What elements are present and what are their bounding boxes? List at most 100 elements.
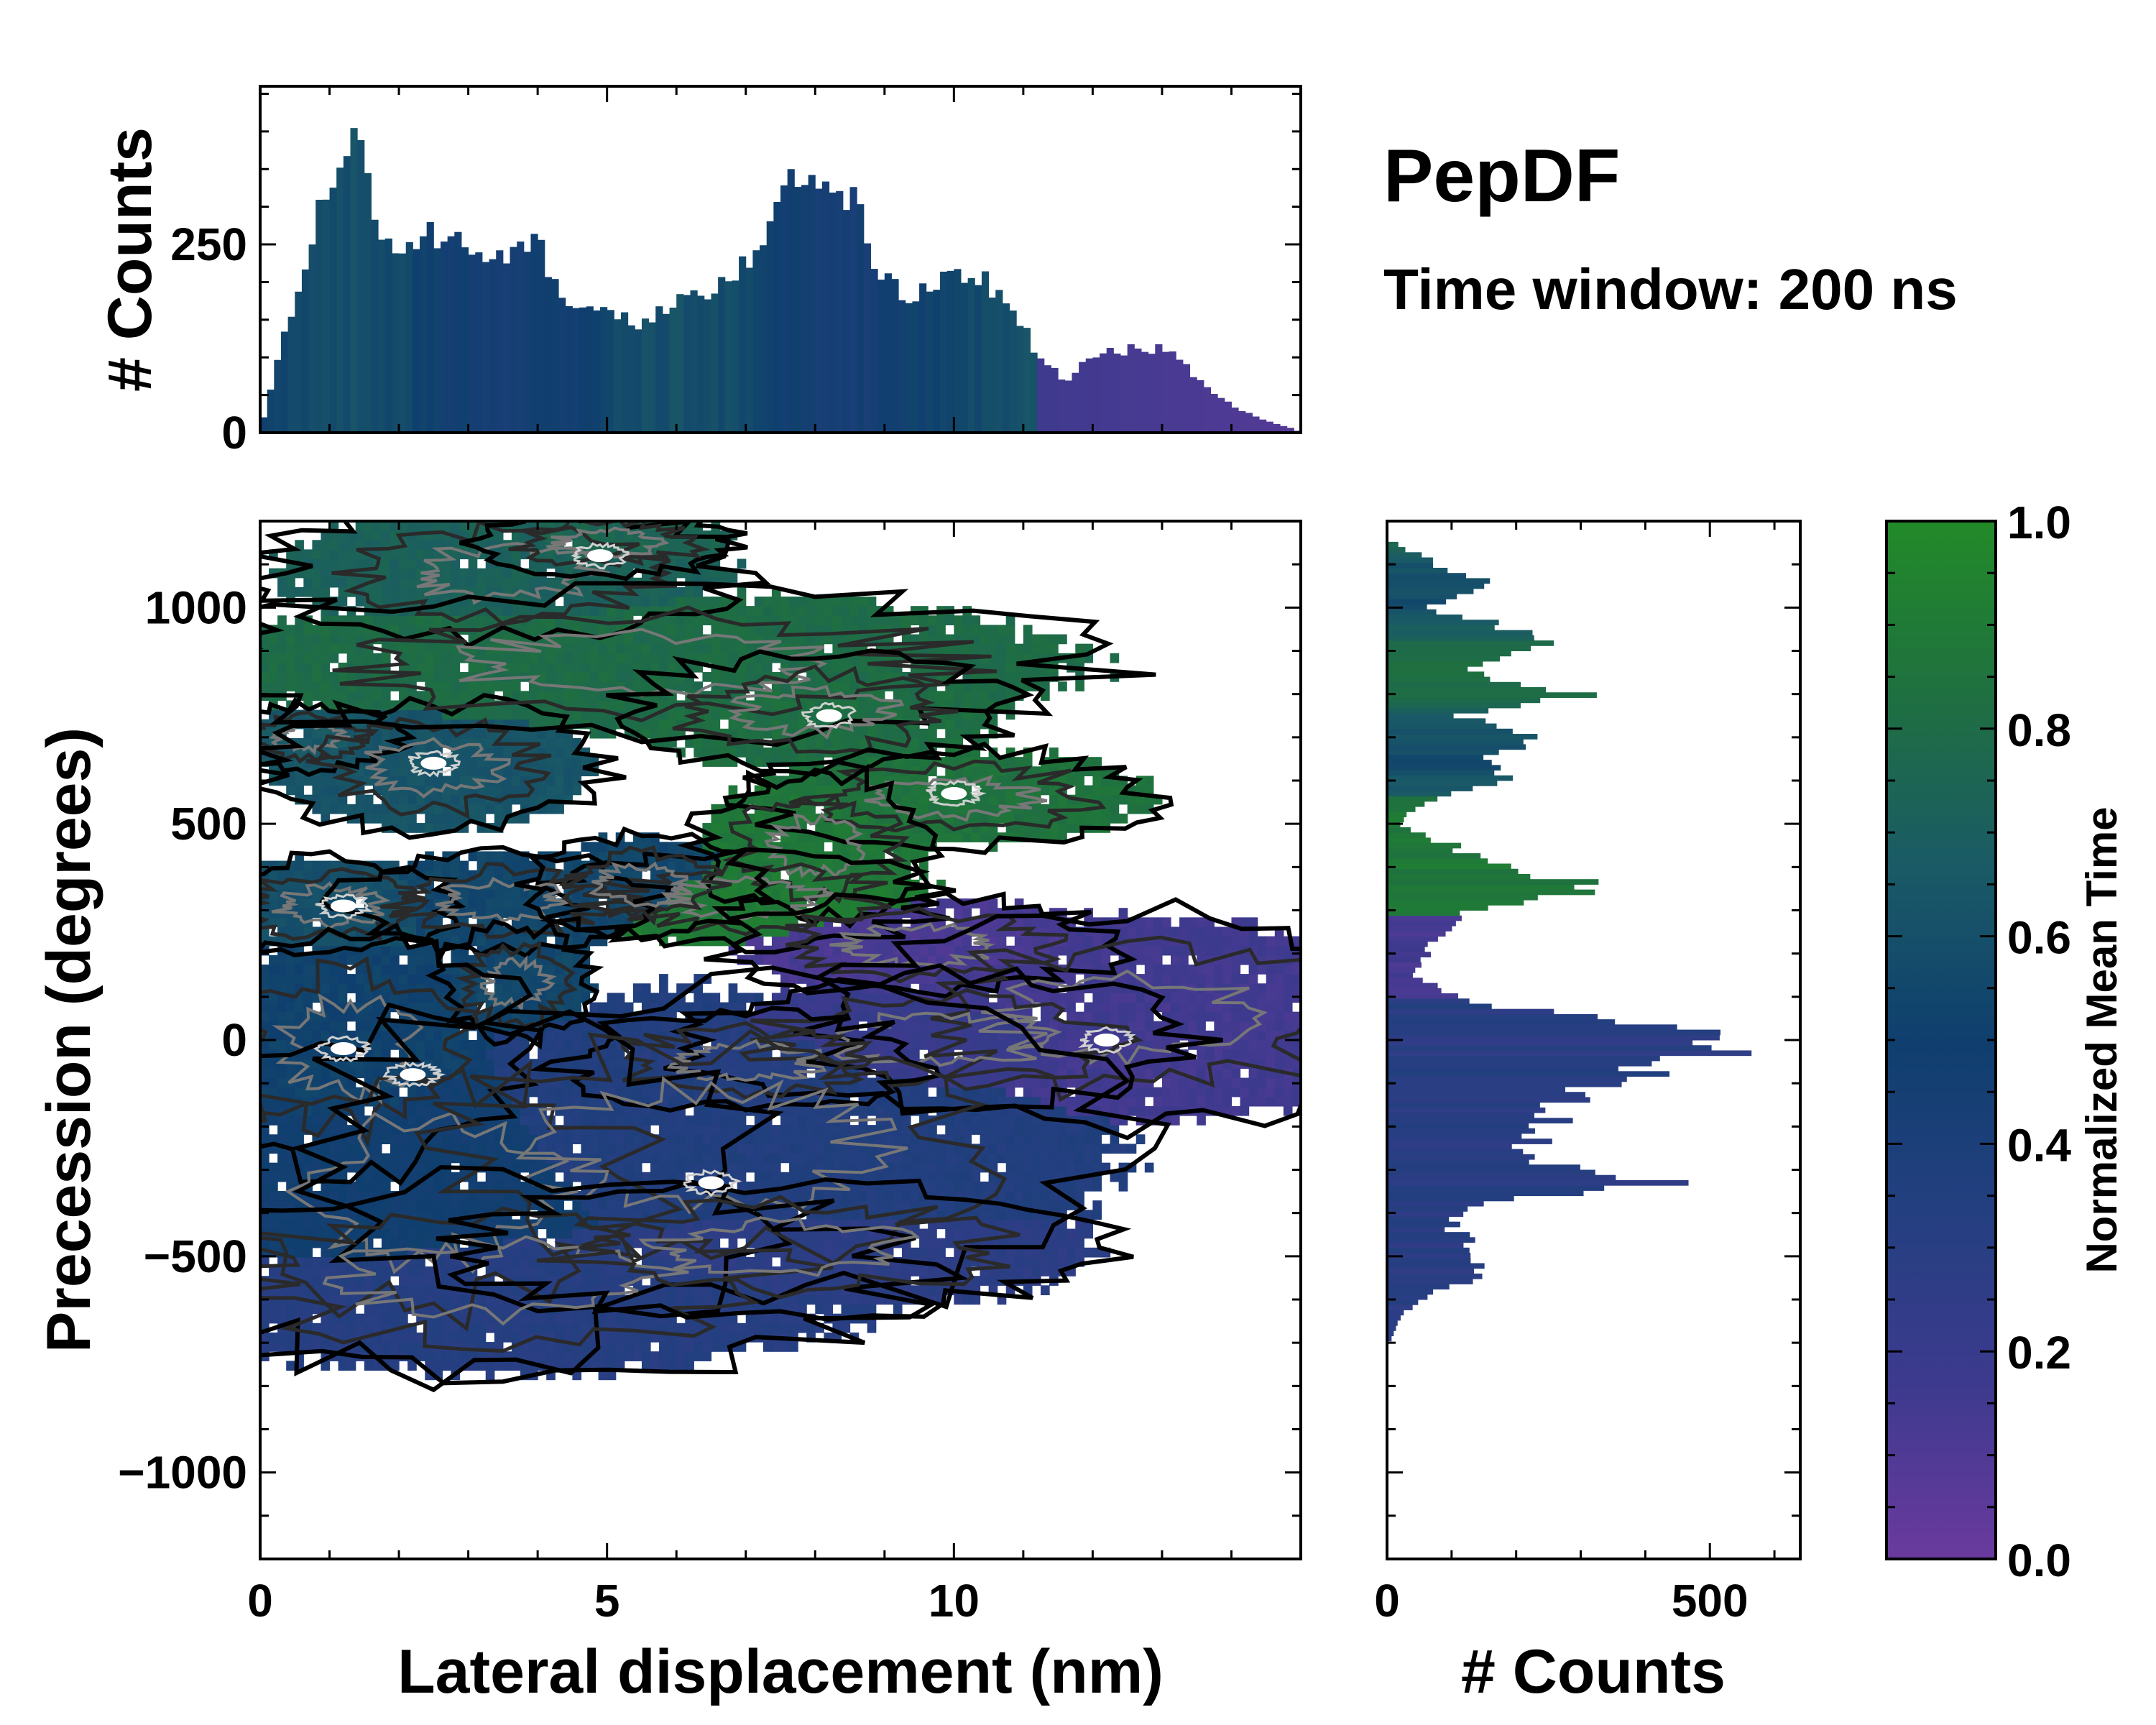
heatmap-cell <box>451 1361 461 1371</box>
heatmap-cell <box>260 1200 270 1210</box>
heatmap-cell <box>555 662 564 673</box>
heatmap-cell <box>329 691 339 702</box>
heatmap-cell <box>451 1087 461 1098</box>
heatmap-cell <box>546 691 556 702</box>
top-histogram-bar <box>669 307 677 433</box>
heatmap-cell <box>381 1134 391 1144</box>
heatmap-cell <box>555 1313 564 1324</box>
heatmap-cell <box>615 653 625 663</box>
heatmap-cell <box>502 1191 512 1201</box>
heatmap-cell <box>407 993 417 1003</box>
heatmap-cell <box>295 643 304 654</box>
heatmap-cell <box>719 1332 729 1343</box>
heatmap-cell <box>737 1162 747 1173</box>
heatmap-cell <box>641 993 651 1003</box>
heatmap-cell <box>346 691 356 702</box>
heatmap-cell <box>338 1021 348 1031</box>
heatmap-cell <box>277 681 287 691</box>
heatmap-cell <box>399 691 408 702</box>
heatmap-cell <box>277 1342 287 1352</box>
heatmap-cell <box>737 1256 747 1267</box>
heatmap-cell <box>416 1162 425 1173</box>
top-histogram-bar <box>468 254 476 433</box>
heatmap-cell <box>338 1144 348 1154</box>
heatmap-cell <box>632 993 642 1003</box>
heatmap-cell <box>624 643 634 654</box>
heatmap-cell <box>329 1247 339 1258</box>
heatmap-cell <box>269 1030 278 1041</box>
heatmap-cell <box>641 1332 651 1343</box>
heatmap-cell <box>711 1134 721 1144</box>
heatmap-cell <box>641 1116 651 1126</box>
heatmap-cell <box>364 615 374 625</box>
heatmap-cell <box>277 917 287 928</box>
heatmap-cell <box>442 558 452 569</box>
heatmap-cell <box>269 1116 278 1126</box>
top-histogram-bar <box>461 247 469 433</box>
heatmap-cell <box>407 1219 417 1230</box>
heatmap-cell <box>372 530 382 540</box>
top-histogram-bar <box>378 239 386 433</box>
heatmap-cell <box>728 1332 738 1343</box>
heatmap-cell <box>303 653 313 663</box>
heatmap-cell <box>269 1266 278 1276</box>
heatmap-cell <box>581 643 591 654</box>
heatmap-cell <box>685 1322 694 1333</box>
heatmap-cell <box>555 1144 564 1154</box>
heatmap-cell <box>555 672 564 682</box>
heatmap-cell <box>476 1361 487 1371</box>
heatmap-cell <box>433 1153 443 1164</box>
heatmap-cell <box>607 1332 617 1343</box>
heatmap-cell <box>425 1191 434 1201</box>
heatmap-cell <box>668 842 677 852</box>
heatmap-cell <box>451 681 461 691</box>
heatmap-cell <box>407 917 417 928</box>
heatmap-cell <box>346 983 356 993</box>
heatmap-cell <box>381 1238 391 1248</box>
top-histogram-bar <box>614 319 622 433</box>
heatmap-cell <box>745 993 755 1003</box>
heatmap-cell <box>399 1162 408 1173</box>
heatmap-cell <box>745 606 755 616</box>
top-histogram-bar <box>662 313 671 433</box>
heatmap-cell <box>451 1040 461 1050</box>
heatmap-cell <box>407 1228 417 1239</box>
heatmap-cell <box>502 785 512 796</box>
heatmap-cell <box>390 974 400 984</box>
heatmap-cell <box>572 1030 582 1041</box>
top-histogram-bar <box>794 187 802 433</box>
heatmap-cell <box>494 606 504 616</box>
heatmap-cell <box>364 804 374 814</box>
heatmap-cell <box>468 558 478 569</box>
heatmap-cell <box>581 606 591 616</box>
heatmap-cell <box>650 1256 660 1267</box>
top-histogram-bar <box>413 249 420 433</box>
heatmap-cell <box>719 1322 729 1333</box>
heatmap-cell <box>520 625 530 635</box>
heatmap-cell <box>442 672 452 682</box>
heatmap-cell <box>303 1219 313 1230</box>
heatmap-cell <box>520 653 530 663</box>
heatmap-cell <box>607 1351 617 1361</box>
heatmap-cell <box>468 757 478 767</box>
heatmap-cell <box>407 586 417 597</box>
heatmap-cell <box>390 549 400 560</box>
heatmap-cell <box>312 577 322 588</box>
top-histogram-bar <box>384 238 392 433</box>
heatmap-cell <box>589 1200 599 1210</box>
heatmap-cell <box>312 1105 322 1116</box>
heatmap-cell <box>433 1332 443 1343</box>
heatmap-cell <box>407 1361 417 1371</box>
heatmap-cell <box>589 1144 599 1154</box>
heatmap-cell <box>390 1219 400 1230</box>
heatmap-cell <box>407 1040 417 1050</box>
heatmap-cell <box>589 643 599 654</box>
heatmap-cell <box>338 634 348 645</box>
heatmap-cell <box>502 709 512 720</box>
heatmap-cell <box>728 983 738 993</box>
heatmap-cell <box>771 597 781 607</box>
heatmap-cell <box>694 1162 703 1173</box>
heatmap-cell <box>494 1144 504 1154</box>
heatmap-cell <box>563 1040 573 1050</box>
heatmap-cell <box>659 842 668 852</box>
